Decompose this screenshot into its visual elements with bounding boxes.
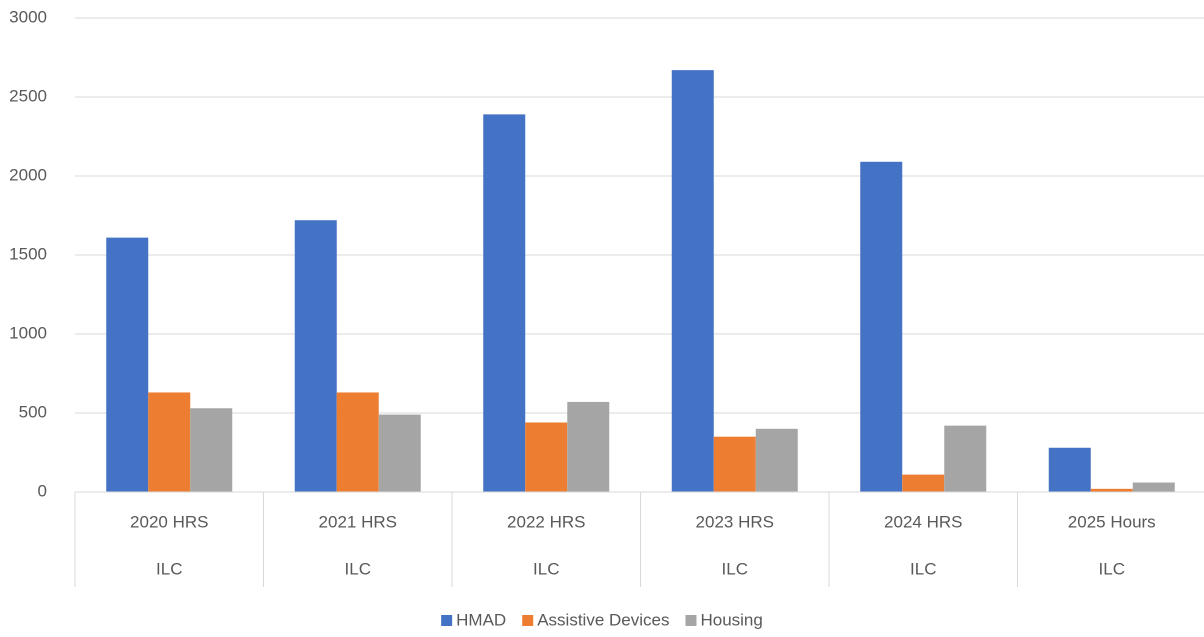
bar <box>1132 482 1175 492</box>
bar <box>902 474 945 492</box>
x-group-label: ILC <box>533 559 559 578</box>
x-group-label: ILC <box>156 559 182 578</box>
y-tick-label: 3000 <box>9 7 47 26</box>
bar <box>567 401 610 492</box>
x-tick-label: 2021 HRS <box>319 512 397 531</box>
bar <box>378 414 421 492</box>
y-tick-label: 2000 <box>9 165 47 184</box>
x-tick-label: 2025 Hours <box>1068 512 1156 531</box>
bar <box>483 114 526 492</box>
bar <box>671 70 714 492</box>
bar <box>106 237 149 492</box>
x-tick-label: 2024 HRS <box>884 512 962 531</box>
y-tick-label: 1000 <box>9 323 47 342</box>
bar <box>294 220 337 493</box>
x-group-label: ILC <box>345 559 371 578</box>
legend-swatch <box>685 615 697 626</box>
y-tick-label: 1500 <box>9 244 47 263</box>
legend-label: Housing <box>700 610 762 629</box>
x-group-label: ILC <box>910 559 936 578</box>
x-group-label: ILC <box>722 559 748 578</box>
bar <box>944 425 987 492</box>
bar <box>1048 447 1091 492</box>
y-tick-label: 500 <box>19 402 47 421</box>
bar <box>713 436 756 492</box>
bar <box>190 408 233 492</box>
x-tick-label: 2022 HRS <box>507 512 585 531</box>
x-group-label: ILC <box>1099 559 1125 578</box>
x-tick-label: 2023 HRS <box>696 512 774 531</box>
bar <box>860 161 903 492</box>
legend-swatch <box>441 615 453 626</box>
bar <box>525 422 568 492</box>
bar <box>148 392 191 492</box>
bar <box>755 428 798 492</box>
legend-label: HMAD <box>456 610 506 629</box>
legend-swatch <box>522 615 534 626</box>
x-tick-label: 2020 HRS <box>130 512 208 531</box>
y-tick-label: 0 <box>38 481 47 500</box>
legend-label: Assistive Devices <box>537 610 669 629</box>
y-tick-label: 2500 <box>9 86 47 105</box>
bar <box>1090 488 1133 492</box>
bar <box>336 392 379 492</box>
